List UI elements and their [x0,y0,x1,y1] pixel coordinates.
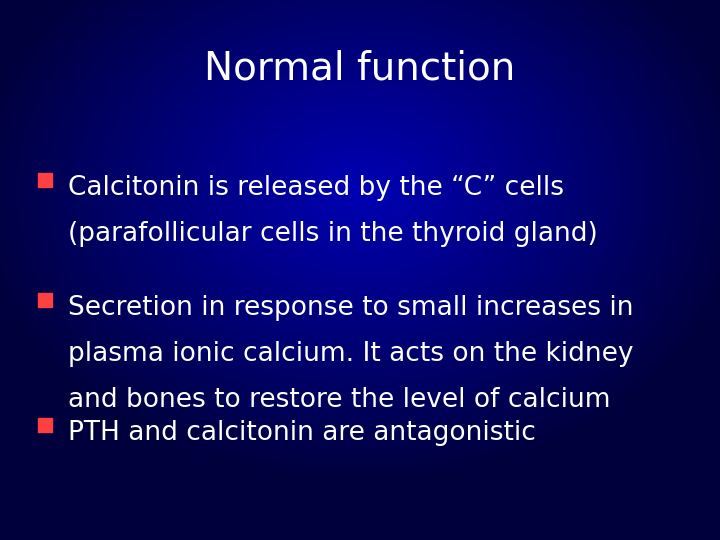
Bar [38,173,52,187]
Text: (parafollicular cells in the thyroid gland): (parafollicular cells in the thyroid gla… [68,221,598,247]
Text: Calcitonin is released by the “C” cells: Calcitonin is released by the “C” cells [68,175,564,201]
Text: Normal function: Normal function [204,50,516,88]
Bar [38,293,52,307]
Text: PTH and calcitonin are antagonistic: PTH and calcitonin are antagonistic [68,420,536,446]
Text: Secretion in response to small increases in: Secretion in response to small increases… [68,295,634,321]
Bar [38,418,52,432]
Text: plasma ionic calcium. It acts on the kidney: plasma ionic calcium. It acts on the kid… [68,341,634,367]
Text: and bones to restore the level of calcium: and bones to restore the level of calciu… [68,387,611,413]
